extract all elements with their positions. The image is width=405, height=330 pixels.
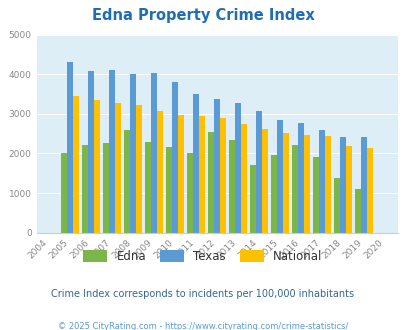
Bar [198, 116, 205, 233]
Bar [366, 148, 372, 233]
Bar [193, 94, 198, 233]
Bar [318, 130, 324, 233]
Bar [115, 103, 121, 233]
Bar [166, 147, 172, 233]
Bar [187, 153, 193, 233]
Bar [130, 74, 136, 233]
Text: Edna Property Crime Index: Edna Property Crime Index [92, 8, 313, 23]
Bar [345, 146, 351, 233]
Bar [109, 70, 115, 233]
Legend: Edna, Texas, National: Edna, Texas, National [83, 250, 322, 263]
Bar [82, 145, 88, 233]
Bar [334, 178, 339, 233]
Bar [208, 132, 214, 233]
Bar [262, 129, 267, 233]
Bar [67, 62, 73, 233]
Text: Crime Index corresponds to incidents per 100,000 inhabitants: Crime Index corresponds to incidents per… [51, 289, 354, 299]
Bar [241, 124, 246, 233]
Bar [339, 137, 345, 233]
Bar [277, 120, 282, 233]
Bar [324, 136, 330, 233]
Bar [298, 122, 303, 233]
Bar [354, 189, 360, 233]
Bar [313, 157, 318, 233]
Bar [256, 112, 262, 233]
Text: © 2025 CityRating.com - https://www.cityrating.com/crime-statistics/: © 2025 CityRating.com - https://www.city… [58, 322, 347, 330]
Bar [103, 143, 109, 233]
Bar [220, 118, 226, 233]
Bar [292, 145, 298, 233]
Bar [250, 165, 256, 233]
Bar [88, 71, 94, 233]
Bar [124, 130, 130, 233]
Bar [234, 103, 241, 233]
Bar [73, 96, 79, 233]
Bar [172, 82, 178, 233]
Bar [229, 140, 234, 233]
Bar [282, 133, 288, 233]
Bar [178, 115, 183, 233]
Bar [360, 137, 366, 233]
Bar [151, 73, 157, 233]
Bar [303, 135, 309, 233]
Bar [271, 155, 277, 233]
Bar [136, 105, 142, 233]
Bar [61, 153, 67, 233]
Bar [94, 100, 100, 233]
Bar [214, 99, 220, 233]
Bar [157, 112, 162, 233]
Bar [145, 142, 151, 233]
